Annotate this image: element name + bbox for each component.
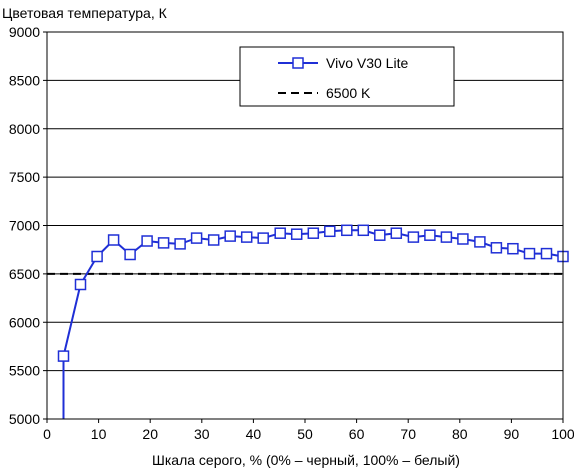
data-point-0 bbox=[57, 350, 70, 362]
data-point-5 bbox=[141, 235, 153, 247]
data-point-28 bbox=[523, 247, 536, 260]
series-layer bbox=[57, 224, 569, 419]
y-tick-label-5000: 5000 bbox=[9, 411, 40, 427]
data-point-1 bbox=[74, 278, 87, 291]
y-tick-label-6000: 6000 bbox=[9, 314, 40, 330]
data-point-24 bbox=[457, 233, 469, 245]
y-tick-label-9000: 9000 bbox=[9, 24, 40, 40]
x-tick-label-70: 70 bbox=[400, 426, 416, 442]
chart-title: Цветовая температура, К bbox=[2, 5, 168, 21]
data-point-9 bbox=[207, 234, 220, 246]
x-tick-label-10: 10 bbox=[91, 426, 107, 442]
y-tick-label-8500: 8500 bbox=[9, 72, 40, 88]
data-point-10 bbox=[224, 230, 236, 242]
data-point-20 bbox=[390, 227, 403, 239]
data-point-23 bbox=[440, 231, 453, 243]
data-point-3 bbox=[107, 234, 120, 246]
data-point-16 bbox=[324, 225, 336, 238]
x-tick-label-40: 40 bbox=[246, 426, 262, 442]
data-point-26 bbox=[490, 242, 503, 254]
legend-label-series-2: 6500 K bbox=[326, 85, 371, 101]
data-point-7 bbox=[174, 238, 186, 250]
data-point-4 bbox=[124, 248, 136, 261]
data-point-14 bbox=[290, 228, 303, 240]
y-tick-label-8000: 8000 bbox=[9, 121, 40, 137]
data-point-17 bbox=[341, 224, 353, 237]
y-tick-label-7500: 7500 bbox=[9, 169, 40, 185]
x-tick-label-20: 20 bbox=[142, 426, 158, 442]
ticks-layer: 5000 5500 6000 6500 7000 7500 8000 8500 9000 0 10 2… bbox=[9, 24, 574, 442]
legend-marker-series-1 bbox=[292, 57, 304, 69]
legend: Vivo V30 Lite 6500 K bbox=[239, 46, 455, 107]
x-tick-label-90: 90 bbox=[504, 426, 520, 442]
data-point-22 bbox=[424, 229, 436, 241]
y-tick-label-6500: 6500 bbox=[9, 266, 40, 282]
series-line-vivo-v30-lite bbox=[62, 229, 563, 419]
legend-label-series-1: Vivo V30 Lite bbox=[326, 55, 408, 71]
x-tick-label-30: 30 bbox=[194, 426, 210, 442]
data-point-29 bbox=[540, 247, 553, 260]
x-tick-label-0: 0 bbox=[43, 426, 51, 442]
data-point-8 bbox=[190, 232, 203, 244]
data-point-11 bbox=[240, 231, 253, 243]
x-tick-label-80: 80 bbox=[452, 426, 468, 442]
data-point-27 bbox=[507, 242, 519, 255]
data-point-15 bbox=[307, 227, 320, 239]
y-tick-label-7000: 7000 bbox=[9, 218, 40, 234]
x-tick-label-50: 50 bbox=[297, 426, 313, 442]
data-point-19 bbox=[374, 229, 386, 241]
y-tick-label-5500: 5500 bbox=[9, 363, 40, 379]
x-tick-label-60: 60 bbox=[349, 426, 365, 442]
data-point-25 bbox=[474, 236, 486, 248]
data-point-13 bbox=[274, 227, 286, 239]
data-point-6 bbox=[157, 237, 170, 249]
data-point-21 bbox=[407, 231, 420, 243]
x-tick-label-100: 100 bbox=[551, 426, 574, 442]
data-point-2 bbox=[91, 250, 103, 263]
x-axis-title: Шкала серого, % (0% – черный, 100% – бел… bbox=[152, 452, 460, 468]
data-point-18 bbox=[357, 224, 370, 237]
legend-box bbox=[239, 46, 455, 107]
data-point-12 bbox=[257, 232, 269, 244]
